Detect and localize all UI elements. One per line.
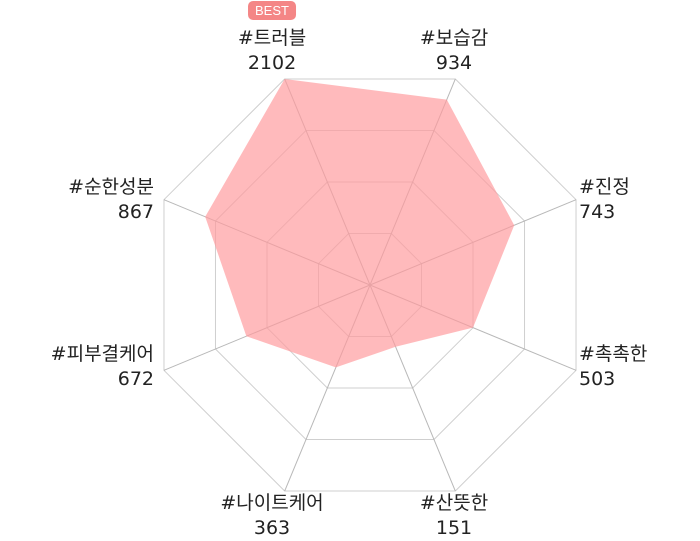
axis-name: #나이트케어 bbox=[220, 492, 324, 514]
axis-name: #트러블 bbox=[237, 27, 307, 49]
axis-value: 503 bbox=[579, 368, 616, 390]
axis-label-4: #산뜻한 151 bbox=[420, 491, 488, 541]
axis-value: 934 bbox=[435, 52, 473, 74]
axis-value: 151 bbox=[435, 517, 473, 539]
axis-label-2: #진정 743 bbox=[579, 175, 630, 225]
best-badge: BEST bbox=[248, 1, 296, 20]
axis-label-6: #피부결케어 672 bbox=[51, 342, 154, 392]
axis-name: #피부결케어 bbox=[50, 343, 154, 365]
axis-label-1: #보습감 934 bbox=[420, 26, 488, 76]
axis-value: 672 bbox=[117, 368, 154, 390]
axis-label-3: #촉촉한 503 bbox=[579, 342, 647, 392]
axis-name: #진정 bbox=[579, 176, 630, 198]
axis-name: #촉촉한 bbox=[579, 343, 648, 365]
axis-value: 363 bbox=[253, 517, 291, 539]
data-area bbox=[205, 78, 515, 368]
axis-label-0: #트러블 2102 bbox=[238, 26, 306, 76]
axis-label-7: #순한성분 867 bbox=[68, 175, 154, 225]
axis-value: 2102 bbox=[247, 52, 297, 74]
axis-name: #산뜻한 bbox=[419, 492, 489, 514]
axis-label-5: #나이트케어 363 bbox=[220, 491, 323, 541]
axis-name: #보습감 bbox=[419, 27, 489, 49]
axis-value: 867 bbox=[117, 201, 154, 223]
axis-value: 743 bbox=[579, 201, 616, 223]
axis-name: #순한성분 bbox=[68, 176, 154, 198]
